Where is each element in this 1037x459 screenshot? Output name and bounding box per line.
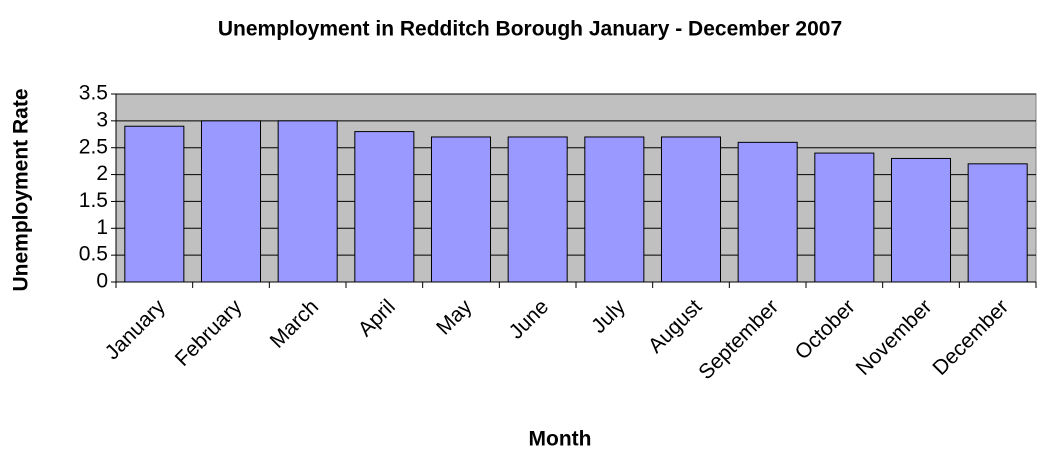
x-tick-label: December [928,295,1013,380]
y-tick-label: 2 [96,162,108,185]
x-tick-label: May [432,295,477,340]
bar [584,136,645,283]
bar [890,157,952,283]
x-tick-label: June [505,295,553,343]
x-axis-label: Month [529,428,592,451]
bar [277,120,338,283]
bar [660,136,722,283]
y-tick-label: 1 [96,216,108,239]
x-tick-label: September [694,295,783,384]
bar [354,131,415,283]
x-tick-label: January [101,295,170,364]
y-tick-label: 1.5 [79,189,108,212]
y-tick-label: 0 [96,270,108,293]
y-tick-label: 2.5 [79,135,108,158]
y-tick-label: 0.5 [79,243,108,266]
x-tick-label: July [587,295,630,338]
y-tick-label: 3 [96,108,108,131]
bar [814,152,875,283]
x-tick-label: October [791,295,860,364]
x-tick-label: February [171,295,247,371]
plot-area [115,93,1037,283]
y-tick-label: 3.5 [79,82,108,105]
x-tick-label: August [644,295,707,358]
chart-title: Unemployment in Redditch Borough January… [218,18,842,41]
bar [507,136,568,283]
bar [124,125,185,283]
x-tick-label: November [852,295,937,380]
x-tick-label: March [266,295,324,353]
bar [737,141,798,283]
bar [200,120,262,283]
bar [967,163,1028,283]
x-tick-label: April [354,295,400,341]
bar [430,136,492,283]
y-axis-label: Unemployment Rate [10,88,33,291]
